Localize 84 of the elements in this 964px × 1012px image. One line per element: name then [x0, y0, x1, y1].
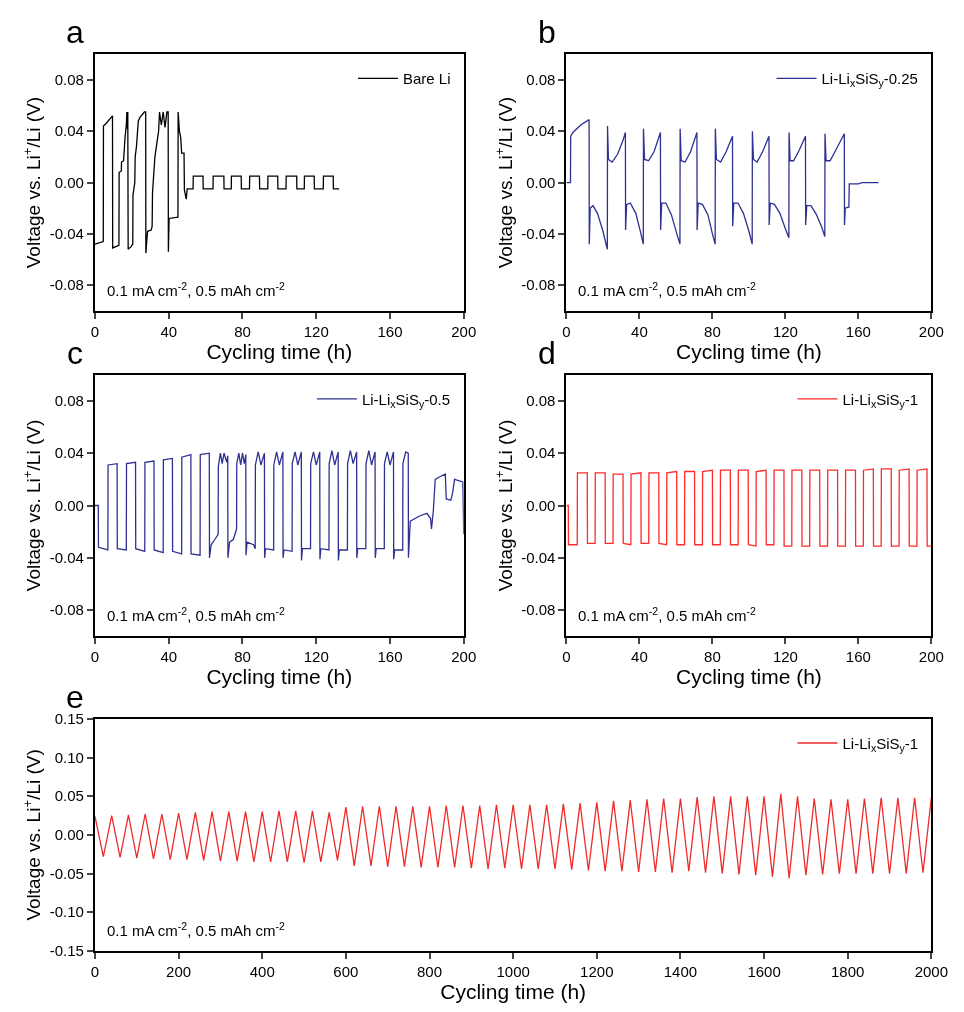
x-tick-label: 80 — [234, 648, 251, 666]
x-tick-label: 0 — [90, 648, 100, 666]
line-series — [566, 468, 932, 547]
x-tick-label: 1400 — [663, 962, 698, 980]
y-tick-label: -0.05 — [49, 864, 84, 882]
annotation: 0.1 mA cm$^{-2}$, 0.5 mAh cm$^{-2}$ — [578, 280, 757, 300]
legend-label: Li-Li$_{x}$SiS$_{y}$-1 — [842, 734, 919, 754]
x-tick-label: 2000 — [914, 962, 949, 980]
x-tick-label: 0 — [562, 648, 571, 666]
y-tick-label: -0.08 — [49, 601, 84, 619]
x-tick-label: 160 — [845, 648, 871, 666]
x-tick-label: 80 — [704, 648, 721, 666]
y-tick-label: -0.04 — [49, 225, 84, 243]
legend-label: Li-Li$_{x}$SiS$_{y}$-0.25 — [821, 70, 918, 90]
x-tick-label: 40 — [160, 322, 178, 340]
x-axis-title: Cycling time (h) — [440, 979, 587, 1003]
annotation: 0.1 mA cm$^{-2}$, 0.5 mAh cm$^{-2}$ — [578, 605, 757, 625]
y-tick-label: 0.08 — [54, 71, 84, 89]
x-axis-title: Cycling time (h) — [206, 339, 353, 363]
y-tick-label: 0.08 — [526, 71, 556, 89]
x-tick-label: 40 — [160, 648, 178, 666]
x-tick-label: 200 — [166, 962, 192, 980]
y-tick-label: 0.08 — [54, 392, 84, 410]
y-tick-label: 0.04 — [526, 444, 556, 462]
x-tick-label: 80 — [234, 322, 251, 340]
chart-title: d — [538, 335, 556, 371]
x-tick-label: 120 — [303, 322, 329, 340]
y-tick-label: -0.08 — [521, 276, 556, 294]
chart-title: a — [66, 14, 84, 50]
x-tick-label: 400 — [249, 962, 275, 980]
x-axis-title: Cycling time (h) — [675, 665, 822, 689]
y-tick-label: -0.04 — [49, 549, 84, 567]
y-tick-label: 0.00 — [54, 496, 84, 514]
x-tick-label: 80 — [704, 322, 721, 340]
x-tick-label: 800 — [417, 962, 443, 980]
y-tick-label: 0.00 — [54, 826, 84, 844]
x-tick-label: 160 — [845, 322, 871, 340]
legend-label: Li-Li$_{x}$SiS$_{y}$-0.5 — [361, 390, 450, 410]
x-tick-label: 200 — [918, 648, 944, 666]
annotation: 0.1 mA cm$^{-2}$, 0.5 mAh cm$^{-2}$ — [107, 280, 286, 300]
x-axis-title: Cycling time (h) — [675, 339, 822, 363]
line-series — [566, 119, 880, 250]
line-series — [94, 793, 932, 879]
x-tick-label: 120 — [772, 322, 798, 340]
x-tick-label: 1600 — [747, 962, 781, 980]
x-tick-label: 1000 — [496, 962, 530, 980]
legend-label: Li-Li$_{x}$SiS$_{y}$-1 — [842, 390, 919, 410]
y-tick-label: 0.10 — [54, 748, 84, 766]
annotation: 0.1 mA cm$^{-2}$, 0.5 mAh cm$^{-2}$ — [107, 605, 286, 625]
x-tick-label: 1800 — [831, 962, 865, 980]
legend-label: Bare Li — [402, 70, 451, 88]
x-tick-label: 160 — [377, 648, 403, 666]
y-tick-label: -0.15 — [49, 942, 84, 960]
x-tick-label: 40 — [631, 322, 648, 340]
x-tick-label: 120 — [303, 648, 329, 666]
x-tick-label: 1200 — [580, 962, 614, 980]
x-tick-label: 0 — [90, 962, 100, 980]
x-tick-label: 0 — [90, 322, 100, 340]
y-tick-label: -0.04 — [521, 549, 556, 567]
y-tick-label: 0.08 — [526, 392, 556, 410]
y-tick-label: 0.00 — [526, 496, 556, 514]
y-tick-label: -0.10 — [49, 903, 84, 921]
x-tick-label: 200 — [451, 648, 477, 666]
y-tick-label: 0.04 — [526, 122, 556, 140]
x-tick-label: 600 — [333, 962, 359, 980]
x-tick-label: 40 — [631, 648, 648, 666]
y-tick-label: 0.04 — [54, 444, 84, 462]
chart-title: c — [67, 335, 83, 371]
line-series — [94, 449, 464, 562]
y-tick-label: 0.00 — [54, 173, 84, 191]
y-tick-label: 0.05 — [54, 787, 84, 805]
y-tick-label: -0.08 — [49, 276, 84, 294]
x-axis-title: Cycling time (h) — [206, 665, 353, 689]
y-tick-label: -0.04 — [521, 225, 556, 243]
x-tick-label: 200 — [451, 322, 477, 340]
chart-title: b — [538, 14, 556, 50]
y-tick-label: -0.08 — [521, 601, 556, 619]
annotation: 0.1 mA cm$^{-2}$, 0.5 mAh cm$^{-2}$ — [107, 920, 286, 940]
x-tick-label: 0 — [562, 322, 571, 340]
y-tick-label: 0.04 — [54, 122, 84, 140]
x-tick-label: 120 — [772, 648, 798, 666]
y-tick-label: 0.00 — [526, 173, 556, 191]
x-tick-label: 200 — [918, 322, 944, 340]
x-tick-label: 160 — [377, 322, 403, 340]
